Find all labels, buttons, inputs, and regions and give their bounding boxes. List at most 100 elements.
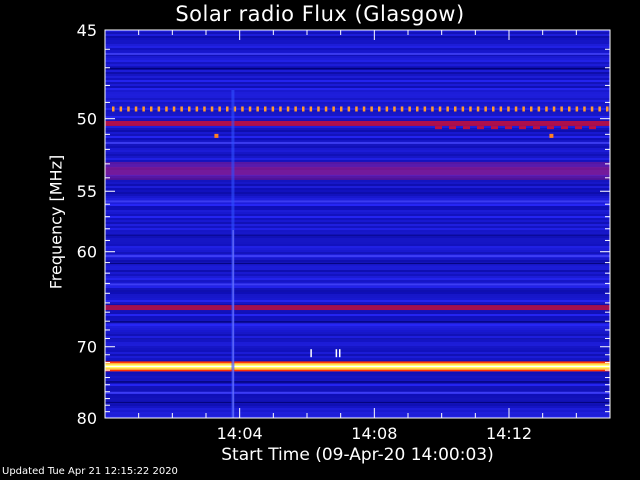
noise-row (105, 188, 610, 190)
noise-row (105, 128, 610, 130)
noise-row (105, 40, 610, 42)
noise-row (105, 156, 610, 158)
band-dash (134, 106, 138, 112)
noise-row (105, 60, 610, 62)
noise-row (105, 404, 610, 406)
y-tick-label: 70 (77, 338, 97, 357)
noise-row (105, 352, 610, 354)
noise-row (105, 154, 610, 156)
noise-row (105, 282, 610, 284)
noise-row (105, 160, 610, 162)
chart-title: Solar radio Flux (Glasgow) (175, 2, 465, 26)
x-tick-label: 14:04 (217, 424, 263, 443)
noise-row (105, 180, 610, 182)
dark-band (105, 262, 610, 265)
band-dash (119, 106, 123, 112)
band-dash (552, 106, 556, 112)
noise-row (105, 298, 610, 300)
noise-row (105, 66, 610, 68)
noise-row (105, 140, 610, 142)
noise-row (105, 264, 610, 266)
band-dash (378, 106, 381, 112)
band-line (105, 305, 610, 311)
dark-band (105, 338, 610, 340)
band-dash (598, 106, 601, 112)
noise-row (105, 132, 610, 134)
noise-row (105, 96, 610, 98)
noise-row (105, 228, 610, 230)
noise-row (105, 378, 610, 380)
band-dash (438, 106, 442, 112)
noise-row (105, 340, 610, 342)
y-tick-label: 50 (77, 110, 97, 129)
band-dash (362, 106, 366, 112)
dark-band (105, 321, 610, 323)
noise-row (105, 210, 610, 212)
band-dash (324, 106, 328, 112)
noise-row (105, 230, 610, 232)
noise-row (105, 334, 610, 336)
band-dash (416, 106, 419, 112)
band-dash-red (491, 126, 498, 130)
noise-row (105, 386, 610, 388)
band-dash (210, 106, 214, 112)
band-dash (545, 106, 548, 112)
noise-row (105, 56, 610, 58)
noise-row (105, 398, 610, 400)
noise-row (105, 330, 610, 332)
noise-row (105, 270, 610, 272)
noise-row (105, 70, 610, 72)
noise-row (105, 64, 610, 66)
noise-row (105, 114, 610, 116)
band-dash-red (547, 126, 554, 130)
noise-row (105, 220, 610, 222)
band-dash (112, 106, 115, 112)
band-dash (264, 106, 267, 112)
noise-row (105, 326, 610, 328)
noise-row (105, 50, 610, 52)
noise-row (105, 250, 610, 252)
y-tick-label: 45 (77, 21, 97, 40)
noise-row (105, 280, 610, 282)
band-dash (218, 106, 221, 112)
band-dash (172, 106, 176, 112)
noise-row (105, 224, 610, 226)
burst (310, 349, 312, 358)
noise-row (105, 242, 610, 244)
noise-row (105, 302, 610, 304)
noise-row (105, 248, 610, 250)
noise-row (105, 322, 610, 324)
noise-row (105, 192, 610, 194)
band-dash (347, 106, 351, 112)
noise-row (105, 32, 610, 34)
noise-row (105, 204, 610, 206)
noise-row (105, 236, 610, 238)
band-dash-red (533, 126, 540, 130)
noise-row (105, 360, 610, 362)
band-dash (560, 106, 563, 112)
band-dash (476, 106, 480, 112)
noise-row (105, 254, 610, 256)
light-band (105, 200, 610, 203)
band-dash-red (505, 126, 512, 130)
noise-row (105, 126, 610, 128)
noise-row (105, 148, 610, 150)
noise-row (105, 144, 610, 146)
band-core (105, 166, 610, 175)
dark-band (105, 381, 610, 383)
noise-row (105, 346, 610, 348)
band-dash (286, 106, 290, 112)
noise-row (105, 150, 610, 152)
band-dash (469, 106, 472, 112)
burst (338, 349, 341, 358)
band-dash (583, 106, 586, 112)
band-dash (507, 106, 510, 112)
noise-row (105, 42, 610, 44)
noise-row (105, 90, 610, 92)
noise-row (105, 286, 610, 288)
light-band (105, 53, 610, 56)
noise-row (105, 100, 610, 102)
noise-row (105, 300, 610, 302)
noise-row (105, 78, 610, 80)
noise-row (105, 408, 610, 410)
